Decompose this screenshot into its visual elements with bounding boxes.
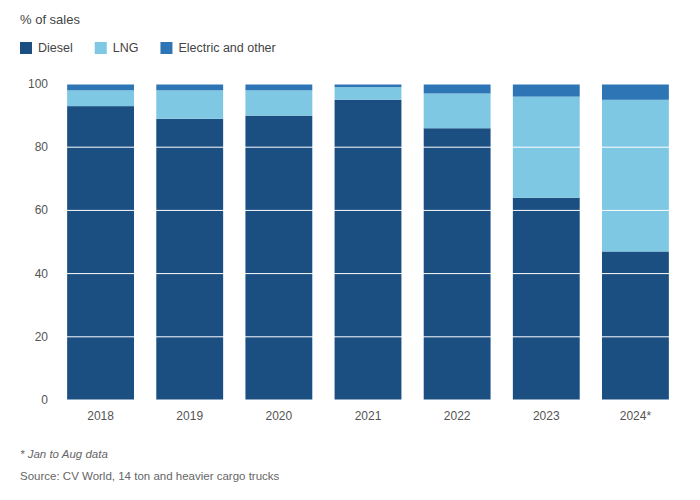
- bar-segment: [602, 100, 669, 252]
- grid-line: [56, 210, 680, 211]
- x-tick-label: 2024*: [620, 409, 652, 423]
- bar-segment: [245, 116, 312, 400]
- legend-label: Electric and other: [178, 41, 275, 55]
- bar-segment: [424, 128, 491, 400]
- bar-segment: [245, 90, 312, 115]
- y-tick-label: 60: [35, 203, 49, 217]
- y-tick-label: 40: [35, 267, 49, 281]
- grid: [56, 84, 680, 400]
- x-tick-label: 2023: [533, 409, 560, 423]
- x-tick-label: 2022: [444, 409, 471, 423]
- legend-label: Diesel: [38, 41, 73, 55]
- bar-segment: [424, 84, 491, 93]
- y-tick-label: 0: [41, 393, 48, 407]
- y-tick-label: 20: [35, 330, 49, 344]
- grid-line: [56, 336, 680, 337]
- grid-line: [56, 273, 680, 274]
- chart-svg: % of sales Diesel LNG Electric and other 0 20…: [0, 0, 700, 500]
- legend: Diesel LNG Electric and other: [20, 41, 276, 55]
- legend-swatch: [20, 42, 32, 54]
- bar-segment: [335, 100, 402, 400]
- y-axis-label: % of sales: [20, 12, 80, 27]
- bar-segment: [156, 119, 223, 400]
- footnote: Source: CV World, 14 ton and heavier car…: [20, 470, 280, 482]
- grid-line: [56, 400, 680, 401]
- bar-segment: [424, 93, 491, 128]
- x-tick-label: 2020: [266, 409, 293, 423]
- bar-segment: [67, 84, 134, 90]
- bar-segment: [513, 198, 580, 400]
- footnote: * Jan to Aug data: [20, 448, 108, 460]
- bar-segment: [156, 90, 223, 118]
- legend-swatch: [95, 42, 107, 54]
- x-tick-label: 2019: [176, 409, 203, 423]
- bars: [67, 84, 669, 400]
- legend-swatch: [160, 42, 172, 54]
- grid-line: [56, 147, 680, 148]
- grid-line: [56, 84, 680, 85]
- x-tick-label: 2021: [355, 409, 382, 423]
- bar-segment: [67, 106, 134, 400]
- bar-segment: [513, 84, 580, 97]
- bar-segment: [335, 87, 402, 100]
- bar-segment: [156, 84, 223, 90]
- y-tick-label: 80: [35, 140, 49, 154]
- chart-container: % of sales Diesel LNG Electric and other 0 20…: [0, 0, 700, 500]
- x-tick-label: 2018: [87, 409, 114, 423]
- y-tick-label: 100: [28, 77, 48, 91]
- legend-label: LNG: [113, 41, 139, 55]
- bar-segment: [602, 84, 669, 100]
- bar-segment: [67, 90, 134, 106]
- bar-segment: [245, 84, 312, 90]
